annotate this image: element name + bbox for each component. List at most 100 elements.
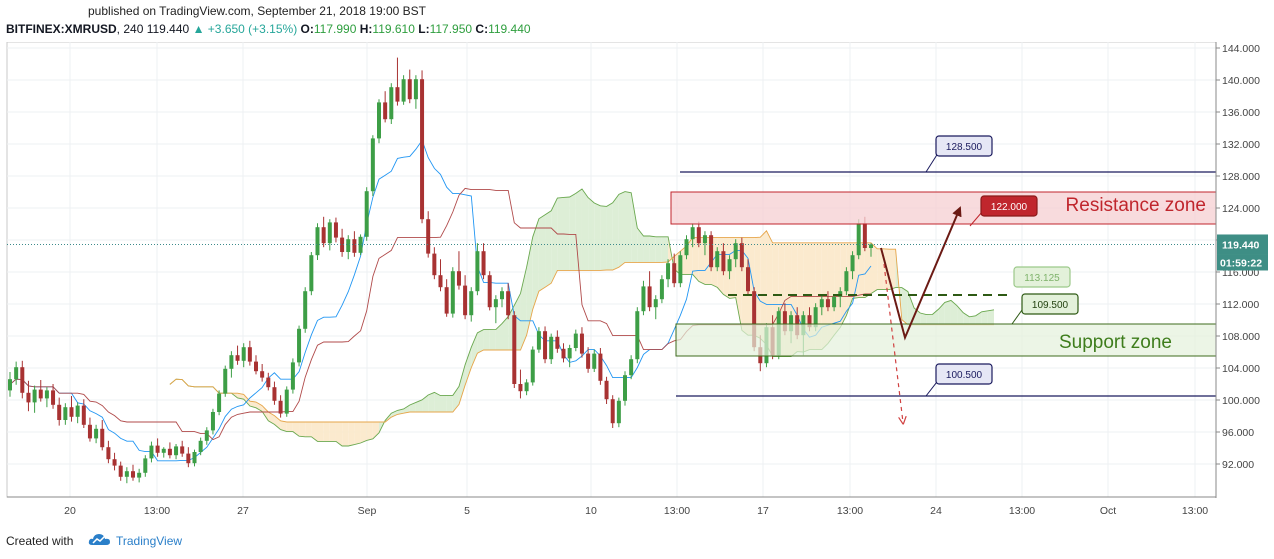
price-levels: 128.500 122.000 113.125 109.500 100.500 <box>676 135 1216 397</box>
cloud-segment <box>311 422 318 442</box>
candle-body <box>727 259 732 272</box>
price-chart[interactable]: Resistance zone Support zone 128.500 122.0… <box>0 42 1274 528</box>
cloud-segment <box>625 191 632 263</box>
zones: Resistance zone Support zone <box>670 191 1217 357</box>
candle-body <box>616 400 621 424</box>
candle-body <box>586 353 591 369</box>
x-tick-label: 13:00 <box>144 505 170 517</box>
candle-body <box>192 452 197 464</box>
cloud-segment <box>637 228 644 263</box>
candle-body <box>87 424 92 439</box>
candle-body <box>198 440 203 452</box>
cloud-segment <box>969 315 976 325</box>
candle-body <box>94 428 99 439</box>
candle-body <box>131 471 135 478</box>
cloud-segment <box>446 395 453 412</box>
cloud-segment <box>477 329 484 354</box>
candle-body <box>635 311 640 360</box>
cloud-segment <box>963 312 970 325</box>
candle-body <box>241 347 246 361</box>
callout-leader <box>969 211 983 227</box>
candle-body <box>696 227 701 244</box>
cloud-segment <box>440 395 447 412</box>
candle-body <box>51 390 56 405</box>
candle-body <box>752 291 757 348</box>
candle-body <box>260 371 265 378</box>
candle-body <box>297 328 302 363</box>
cloud-segment <box>354 422 361 445</box>
y-tick-label: 124.000 <box>1222 203 1260 215</box>
candle-body <box>512 315 517 384</box>
candle-body <box>598 353 603 381</box>
cloud-segment <box>286 422 293 432</box>
level-label-122-text: 122.000 <box>991 202 1028 213</box>
created-with-label: Created with <box>6 534 74 548</box>
x-tick-label: 13:00 <box>664 505 690 517</box>
x-tick-label: 20 <box>64 505 76 517</box>
cloud-segment <box>274 415 281 430</box>
candle-body <box>536 331 541 350</box>
candle-body <box>352 239 357 253</box>
candle-body <box>702 235 707 244</box>
candle-body <box>807 315 812 328</box>
cloud-segment <box>877 248 884 290</box>
candle-body <box>579 333 584 354</box>
cloud-segment <box>323 422 330 442</box>
x-tick-label: 24 <box>930 505 942 517</box>
price-change: +3.650 (+3.15%) <box>207 22 298 36</box>
tradingview-link[interactable]: TradingView <box>116 534 183 548</box>
y-tick-label: 132.000 <box>1222 139 1260 151</box>
last-price-box <box>1217 234 1268 255</box>
candle-body <box>813 307 818 328</box>
cloud-segment <box>581 189 589 271</box>
cloud-segment <box>458 364 466 405</box>
candle-body <box>358 236 363 253</box>
candle-body <box>401 79 406 102</box>
candle-body <box>20 367 25 393</box>
candle-body <box>832 296 837 308</box>
y-tick-label: 112.000 <box>1222 299 1259 311</box>
candle-body <box>161 448 166 453</box>
chart-footer: Created with TradingView <box>0 528 1274 559</box>
y-tick-label: 96.000 <box>1222 427 1254 439</box>
candle-body <box>561 348 566 359</box>
candle-body <box>8 379 12 391</box>
candle-body <box>290 362 295 390</box>
price-axis[interactable] <box>1217 42 1274 528</box>
cloud-segment <box>428 392 435 412</box>
cloud-segment <box>237 393 244 400</box>
candle-body <box>32 389 37 403</box>
candle-body <box>143 458 148 473</box>
candle-body <box>592 353 597 369</box>
resistance-zone-label: Resistance zone <box>1066 195 1206 216</box>
cloud-segment <box>342 422 349 446</box>
candle-body <box>124 471 129 477</box>
symbol-name[interactable]: BITFINEX:XMRUSD <box>6 22 117 36</box>
candle-body <box>746 267 750 292</box>
candle-body <box>733 243 738 260</box>
interval: 240 <box>123 22 144 36</box>
candle-body <box>100 428 105 448</box>
cloud-segment <box>618 191 625 268</box>
cloud-segment <box>372 422 379 439</box>
y-tick-label: 108.000 <box>1222 331 1260 343</box>
cloud-segment <box>889 249 896 290</box>
candle-body <box>653 299 658 308</box>
cloud-segment <box>360 422 367 443</box>
y-tick-label: 104.000 <box>1222 363 1260 375</box>
countdown-box <box>1217 254 1268 271</box>
candle-body <box>112 459 117 466</box>
cloud-segment <box>588 197 595 271</box>
low-value: 117.950 <box>429 22 473 36</box>
cloud-segment <box>465 347 472 386</box>
tradingview-cloud-icon[interactable] <box>88 531 112 547</box>
cloud-segment <box>563 197 570 271</box>
cloud-segment <box>575 189 582 271</box>
candle-body <box>666 263 671 280</box>
x-tick-label: Oct <box>1100 505 1116 517</box>
candle-body <box>420 79 425 220</box>
support-zone <box>675 323 1217 357</box>
candle-body <box>204 430 209 441</box>
candle-body <box>549 336 554 360</box>
cloud-segment <box>569 193 576 271</box>
